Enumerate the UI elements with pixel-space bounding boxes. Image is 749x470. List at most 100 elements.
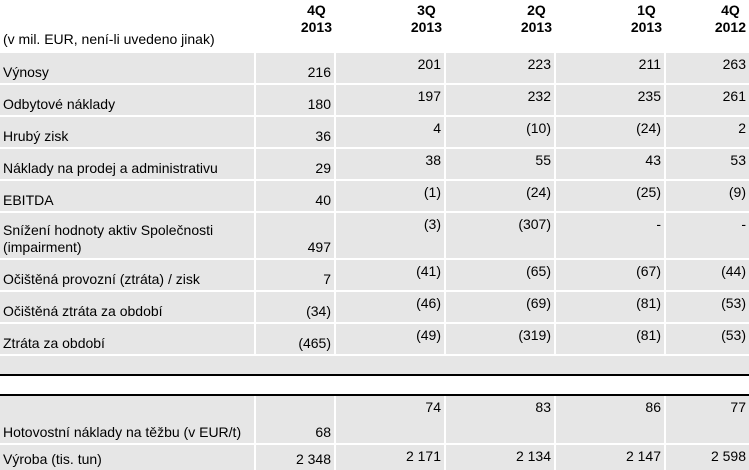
column-header: 3Q 2013 bbox=[335, 0, 445, 52]
column-header-text: 3Q 2013 bbox=[411, 2, 442, 36]
row-label: Snížení hodnoty aktiv Společnosti (impai… bbox=[0, 211, 255, 259]
cell-value: 216 bbox=[254, 51, 335, 84]
cell-value: 497 bbox=[254, 211, 335, 259]
cell-value: 86 bbox=[554, 394, 665, 444]
cell-value: 235 bbox=[554, 83, 665, 116]
cell-value: (67) bbox=[554, 258, 665, 291]
cell-value: 43 bbox=[554, 147, 665, 180]
cell-value: (49) bbox=[334, 322, 445, 355]
cell-value: (10) bbox=[444, 115, 555, 148]
column-header-text: 1Q 2013 bbox=[631, 2, 662, 36]
cell-value: 7 bbox=[254, 258, 335, 291]
table-row: Očištěná provozní (ztráta) / zisk 7 (41) (6… bbox=[0, 258, 749, 291]
column-header-line: 2Q bbox=[527, 2, 546, 18]
cell-value: 4 bbox=[334, 115, 445, 148]
table-row: Hotovostní náklady na těžbu (v EUR/t) 68 7… bbox=[0, 394, 749, 444]
cell-value: 68 bbox=[254, 394, 335, 444]
cell-value: (41) bbox=[334, 258, 445, 291]
row-label: Výroba (tis. tun) bbox=[0, 443, 255, 470]
cell-value: - bbox=[664, 211, 749, 259]
cell-value: 2 147 bbox=[554, 443, 665, 470]
cell-value: (1) bbox=[334, 179, 445, 212]
column-header-line: 2013 bbox=[630, 19, 662, 35]
cell-value: (34) bbox=[254, 290, 335, 323]
column-header: 2Q 2013 bbox=[445, 0, 555, 52]
table-row: Ztráta za období (465) (49) (319) (81) (53) bbox=[0, 322, 749, 355]
column-header-line: 2013 bbox=[300, 19, 332, 35]
column-header: 4Q 2013 bbox=[255, 0, 335, 52]
header-row: (v mil. EUR, není-li uvedeno jinak) 4Q 20… bbox=[0, 0, 749, 52]
cell-value: 55 bbox=[444, 147, 555, 180]
cell-value: (3) bbox=[334, 211, 445, 259]
row-label: Výnosy bbox=[0, 51, 255, 84]
table-row: Náklady na prodej a administrativu 29 38 55… bbox=[0, 147, 749, 180]
label-header: (v mil. EUR, není-li uvedeno jinak) bbox=[3, 31, 215, 47]
cell-value: 38 bbox=[334, 147, 445, 180]
cell-value: 223 bbox=[444, 51, 555, 84]
column-header-line: 2012 bbox=[714, 19, 746, 35]
column-header-text: 2Q 2013 bbox=[521, 2, 552, 36]
row-label: Očištěná ztráta za období bbox=[0, 290, 255, 323]
cell-value: (24) bbox=[554, 115, 665, 148]
cell-value: 40 bbox=[254, 179, 335, 212]
row-label: Hotovostní náklady na těžbu (v EUR/t) bbox=[0, 394, 255, 444]
cell-value: 232 bbox=[444, 83, 555, 116]
cell-value: (9) bbox=[664, 179, 749, 212]
column-header-text: 4Q 2012 bbox=[715, 2, 746, 36]
row-label: EBITDA bbox=[0, 179, 255, 212]
cell-value: 263 bbox=[664, 51, 749, 84]
table-row: Výroba (tis. tun) 2 348 2 171 2 134 2 147 2 5… bbox=[0, 443, 749, 470]
column-header-text: 4Q 2013 bbox=[301, 2, 332, 36]
cell-value: (44) bbox=[664, 258, 749, 291]
table-row: Hrubý zisk 36 4 (10) (24) 2 bbox=[0, 115, 749, 148]
column-header-line: 4Q bbox=[721, 2, 740, 18]
table-row: Snížení hodnoty aktiv Společnosti (impai… bbox=[0, 211, 749, 259]
cell-value: (307) bbox=[444, 211, 555, 259]
cell-value: 261 bbox=[664, 83, 749, 116]
cell-value: (53) bbox=[664, 290, 749, 323]
table-row: Výnosy 216 201 223 211 263 bbox=[0, 51, 749, 84]
row-label: Hrubý zisk bbox=[0, 115, 255, 148]
cell-value: 2 598 bbox=[664, 443, 749, 470]
table-row: Očištěná ztráta za období (34) (46) (69) (81… bbox=[0, 290, 749, 323]
column-header-line: 4Q bbox=[307, 2, 326, 18]
cell-value: 53 bbox=[664, 147, 749, 180]
column-header-line: 1Q bbox=[637, 2, 656, 18]
row-label: Ztráta za období bbox=[0, 322, 255, 355]
row-label: Náklady na prodej a administrativu bbox=[0, 147, 255, 180]
spacer bbox=[0, 375, 749, 396]
cell-value: 211 bbox=[554, 51, 665, 84]
column-header: 1Q 2013 bbox=[555, 0, 665, 52]
table-row: Odbytové náklady 180 197 232 235 261 bbox=[0, 83, 749, 116]
cell-value: 36 bbox=[254, 115, 335, 148]
cell-value: (69) bbox=[444, 290, 555, 323]
cell-value: 2 134 bbox=[444, 443, 555, 470]
cell-value: 77 bbox=[664, 394, 749, 444]
cell-value: (53) bbox=[664, 322, 749, 355]
cell-value: 201 bbox=[334, 51, 445, 84]
cell-value: (465) bbox=[254, 322, 335, 355]
cell-value: (46) bbox=[334, 290, 445, 323]
cell-value: - bbox=[554, 211, 665, 259]
cell-value: 29 bbox=[254, 147, 335, 180]
table-row: EBITDA 40 (1) (24) (25) (9) bbox=[0, 179, 749, 212]
cell-value: 74 bbox=[334, 394, 445, 444]
row-label: Očištěná provozní (ztráta) / zisk bbox=[0, 258, 255, 291]
cell-value: (65) bbox=[444, 258, 555, 291]
cell-value: 2 171 bbox=[334, 443, 445, 470]
cell-value: (24) bbox=[444, 179, 555, 212]
cell-value: 2 bbox=[664, 115, 749, 148]
cell-value: 180 bbox=[254, 83, 335, 116]
cell-value: 83 bbox=[444, 394, 555, 444]
cell-value: (81) bbox=[554, 290, 665, 323]
column-header-line: 2013 bbox=[520, 19, 552, 35]
column-header: 4Q 2012 bbox=[665, 0, 749, 52]
cell-value: (319) bbox=[444, 322, 555, 355]
cell-value: (81) bbox=[554, 322, 665, 355]
column-header-line: 3Q bbox=[417, 2, 436, 18]
cell-value: 2 348 bbox=[254, 443, 335, 470]
spacer bbox=[0, 354, 749, 376]
row-label: Odbytové náklady bbox=[0, 83, 255, 116]
